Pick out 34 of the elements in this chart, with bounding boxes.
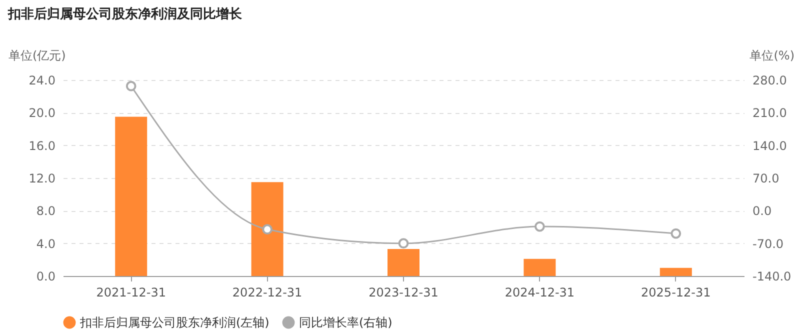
point (126, 80, 136, 92)
y2-tick-label: -70.0 (752, 236, 784, 251)
x-tick-label: 2021-12-31 (96, 286, 166, 300)
y-tick-label: 8.0 (36, 204, 56, 218)
y2-tick-label: -140.0 (752, 270, 792, 284)
y2-tick-label: 70.0 (752, 172, 780, 186)
y2-tick-label: 0.0 (752, 204, 772, 218)
y-tick-label: 20.0 (28, 106, 56, 120)
y-tick-label: 16.0 (28, 138, 56, 153)
y2-tick-label: 280.0 (752, 74, 787, 88)
legend-label: 同比增长率(右轴) (299, 316, 392, 330)
y-tick-label: 24.0 (28, 74, 56, 88)
bar (660, 268, 692, 276)
bar (251, 182, 284, 276)
x-tick-label: 2025-12-31 (641, 286, 711, 300)
y2-tick-label: 210.0 (752, 106, 787, 120)
bar (115, 116, 148, 276)
legend-label: 扣非后归属母公司股东净利润(左轴) (79, 316, 270, 330)
x-tick-label: 2024-12-31 (504, 286, 575, 300)
x-tick-label: 2022-12-31 (232, 286, 302, 300)
y-axis-title: 单位(亿元) (8, 48, 66, 62)
y2-axis-title: 单位(%) (750, 48, 794, 62)
bar (388, 249, 420, 276)
point (670, 228, 682, 239)
y-tick-label: 4.0 (36, 236, 56, 251)
x-tick-label: 2023-12-31 (368, 286, 438, 300)
y-tick-label: 0.0 (36, 270, 56, 284)
y2-tick-label: 140.0 (752, 138, 787, 153)
point (398, 238, 409, 249)
point (262, 224, 272, 235)
y-tick-label: 12.0 (28, 172, 56, 186)
point (534, 221, 545, 232)
chart-title: 扣非后归属母公司股东净利润及同比增长 (7, 6, 243, 22)
bar (524, 258, 556, 276)
